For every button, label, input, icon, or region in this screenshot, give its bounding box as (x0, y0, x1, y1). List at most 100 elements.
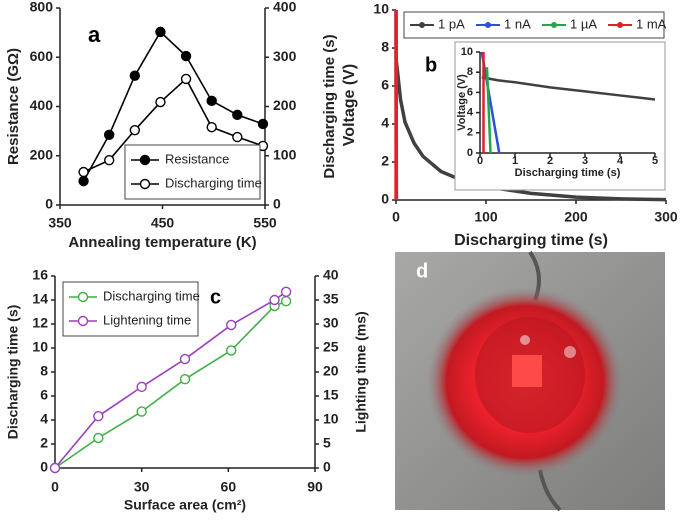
data-point (137, 407, 146, 416)
data-point (51, 464, 60, 473)
legend-label: 1 µA (570, 16, 597, 31)
x-tick-label: 0 (392, 209, 400, 225)
y2-tick-label: 30 (323, 315, 339, 331)
y2-tick-label: 0 (323, 459, 331, 475)
legend-marker (79, 293, 88, 302)
led-chip (512, 355, 542, 387)
y-tick-label: 6 (381, 77, 389, 93)
data-point (233, 133, 242, 142)
y-tick-label: 0 (45, 196, 53, 212)
x-tick-label: 60 (221, 479, 237, 495)
legend-marker (79, 317, 88, 326)
x-tick-label: 4 (617, 155, 624, 167)
legend-label: Resistance (165, 151, 229, 166)
y2-axis-label: Lighting time (ms) (353, 311, 369, 432)
data-point (233, 110, 242, 119)
y2-axis-label: Discharging time (s) (321, 34, 338, 178)
data-point (258, 119, 267, 128)
legend-marker (419, 22, 425, 28)
legend-label: Lightening time (103, 312, 191, 327)
y-tick-label: 14 (32, 291, 48, 307)
x-axis-label: Annealing temperature (K) (68, 234, 256, 251)
data-point (181, 375, 190, 384)
data-point (79, 168, 88, 177)
y2-tick-label: 15 (323, 387, 339, 403)
y-axis-label: Resistance (GΩ) (5, 48, 22, 165)
data-point (207, 123, 216, 132)
data-point (282, 297, 291, 306)
y-tick-label: 0 (381, 191, 389, 207)
panel-label: a (88, 22, 101, 47)
data-point (130, 71, 139, 80)
y-axis-label: Voltage (V) (341, 64, 358, 146)
data-point (105, 156, 114, 165)
data-point (79, 177, 88, 186)
y-tick-label: 16 (32, 267, 48, 283)
x-axis-label: Surface area (cm²) (124, 497, 246, 513)
data-point (156, 27, 165, 36)
y-tick-label: 0 (40, 459, 48, 475)
reflection (564, 346, 576, 358)
x-tick-label: 100 (474, 209, 498, 225)
y-tick-label: 8 (40, 363, 48, 379)
y-axis-label: Discharging time (s) (5, 305, 21, 440)
y2-tick-label: 40 (323, 267, 339, 283)
y-axis-label: Voltage (V) (456, 74, 468, 131)
legend-marker (141, 180, 150, 189)
legend-marker (485, 22, 491, 28)
y-tick-label: 0 (467, 147, 473, 159)
legend-marker (551, 22, 557, 28)
x-tick-label: 350 (48, 215, 72, 231)
data-point (182, 74, 191, 83)
data-point (130, 126, 139, 135)
legend-marker (617, 22, 623, 28)
panel-label: c (210, 286, 221, 308)
x-tick-label: 2 (547, 155, 553, 167)
y-tick-label: 10 (32, 339, 48, 355)
x-axis-label: Discharging time (s) (515, 167, 621, 179)
data-point (181, 355, 190, 364)
legend-label: 1 nA (504, 16, 531, 31)
data-point (94, 412, 103, 421)
x-tick-label: 3 (582, 155, 588, 167)
data-point (282, 287, 291, 296)
y2-tick-label: 0 (273, 196, 281, 212)
legend-marker (141, 156, 150, 165)
y2-tick-label: 200 (273, 97, 297, 113)
y-tick-label: 12 (32, 315, 48, 331)
data-point (182, 52, 191, 61)
panel-label: d (416, 260, 428, 282)
x-tick-label: 1 (512, 155, 518, 167)
x-tick-label: 30 (134, 479, 150, 495)
y2-tick-label: 10 (323, 411, 339, 427)
y-tick-label: 6 (40, 387, 48, 403)
y2-tick-label: 35 (323, 291, 339, 307)
x-axis-label: Discharging time (s) (454, 232, 608, 249)
y-tick-label: 200 (30, 146, 54, 162)
photo (395, 252, 665, 510)
y-tick-label: 4 (467, 107, 474, 119)
y-tick-label: 2 (381, 153, 389, 169)
x-tick-label: 450 (151, 215, 175, 231)
x-tick-label: 300 (654, 209, 678, 225)
reflection (520, 335, 530, 345)
y-tick-label: 800 (30, 0, 54, 15)
y-tick-label: 2 (40, 435, 48, 451)
legend-label: Discharging time (165, 175, 262, 190)
y-tick-label: 4 (381, 115, 389, 131)
x-tick-label: 200 (564, 209, 588, 225)
data-point (94, 434, 103, 443)
legend-label: 1 mA (636, 16, 667, 31)
y-tick-label: 600 (30, 48, 54, 64)
y2-tick-label: 20 (323, 363, 339, 379)
y2-tick-label: 400 (273, 0, 297, 15)
y2-tick-label: 25 (323, 339, 339, 355)
data-point (227, 346, 236, 355)
data-point (227, 320, 236, 329)
x-tick-label: 0 (51, 479, 59, 495)
y-tick-label: 10 (373, 1, 389, 17)
y2-tick-label: 5 (323, 435, 331, 451)
y2-tick-label: 300 (273, 48, 297, 64)
